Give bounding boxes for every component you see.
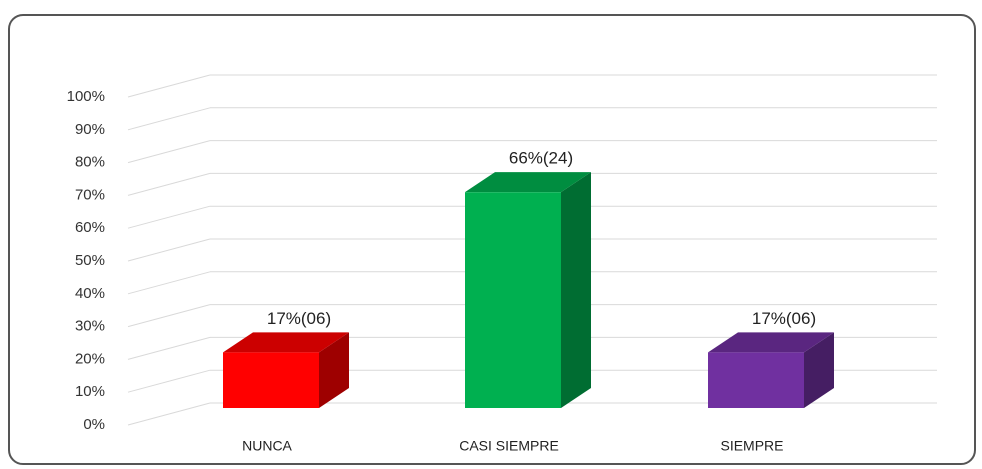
bar-side [319,332,349,408]
bar-top [465,172,591,193]
y-tick-label: 60% [75,219,105,236]
y-tick-label: 20% [75,350,105,367]
grid-line [127,172,211,196]
data-label: 17%(06) [752,309,816,328]
y-tick-label: 30% [75,318,105,335]
y-tick-label: 0% [83,416,105,433]
bar-top [223,332,349,353]
grid-line [127,238,211,262]
grid-line [127,271,211,295]
x-tick-label: NUNCA [242,438,292,454]
x-tick-label: CASI SIEMPRE [459,438,559,454]
grid-line [127,402,211,426]
y-tick-label: 50% [75,252,105,269]
bar [708,352,804,408]
y-tick-label: 80% [75,154,105,171]
bar-side [804,332,834,408]
grid-line [127,336,211,360]
bar-side [561,172,591,408]
grid-line [127,369,211,393]
y-tick-label: 10% [75,383,105,400]
y-tick-label: 70% [75,186,105,203]
grid-line [127,304,211,328]
bar [223,352,319,408]
grid-line [127,107,211,131]
data-label: 66%(24) [509,149,573,168]
y-tick-label: 40% [75,285,105,302]
bar-top [708,332,834,353]
bar [465,192,561,408]
x-tick-label: SIEMPRE [720,438,783,454]
y-tick-label: 90% [75,121,105,138]
grid-line [127,74,211,98]
y-tick-label: 100% [67,88,105,105]
grid-line [127,205,211,229]
data-label: 17%(06) [267,309,331,328]
grid-line [127,140,211,164]
